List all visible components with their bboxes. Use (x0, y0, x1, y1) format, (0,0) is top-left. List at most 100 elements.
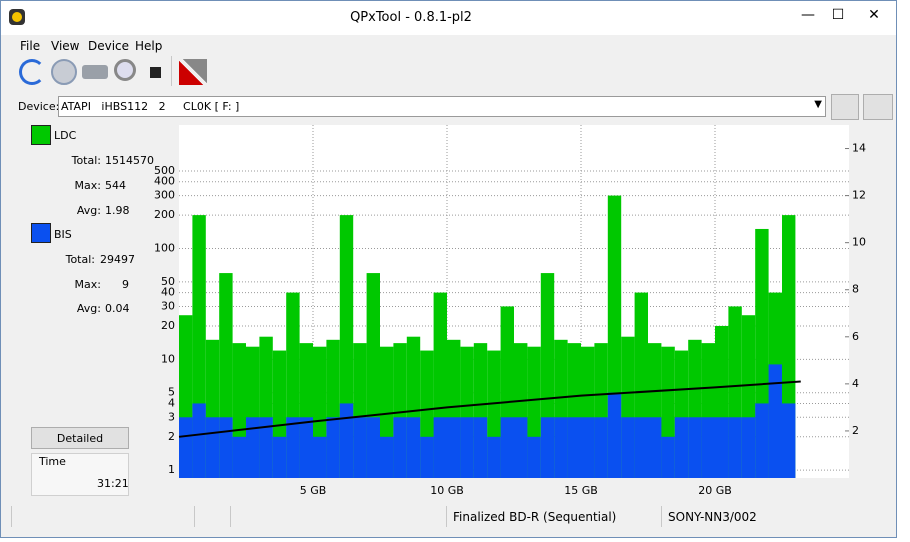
drive-icon[interactable] (82, 65, 108, 79)
y-tick-label: 200 (154, 208, 175, 221)
bar (661, 436, 675, 478)
bar (246, 417, 260, 478)
bar (715, 417, 729, 478)
bar (339, 403, 354, 478)
device-select[interactable]: ATAPI iHBS112 2 CL0K [ F: ] ▼ (58, 96, 826, 117)
minimize-button[interactable]: — (801, 7, 815, 23)
y2-tick-label: 4 (852, 377, 859, 390)
bar (179, 417, 193, 478)
y-tick-label: 40 (161, 286, 175, 299)
y-tick-label: 400 (154, 175, 175, 188)
bar (621, 417, 635, 478)
device-label: Device: (18, 100, 60, 113)
bar (272, 436, 287, 478)
time-label: Time (39, 455, 66, 468)
background-window (897, 0, 910, 542)
y-tick-label: 30 (161, 299, 175, 312)
status-bar: Finalized BD-R (Sequential) SONY-NN3/002 (11, 506, 896, 527)
bar (594, 417, 608, 478)
x-tick-label: 20 GB (698, 484, 732, 497)
bar (487, 436, 501, 478)
maximize-button[interactable]: ☐ (831, 7, 845, 23)
lock-button[interactable] (863, 94, 893, 120)
bar (473, 417, 488, 478)
stat-label: Avg: (76, 302, 101, 315)
refresh-icon[interactable] (19, 59, 45, 85)
bar (299, 417, 313, 478)
bar (447, 417, 461, 478)
menu-item[interactable]: Help (135, 39, 163, 53)
bar (286, 417, 300, 478)
y-tick-label: 4 (168, 396, 175, 409)
y2-tick-label: 2 (852, 424, 859, 437)
y-tick-label: 300 (154, 189, 175, 202)
stat-label: Avg: (76, 204, 101, 217)
bar (634, 417, 648, 478)
stat-label: Max: (74, 278, 101, 291)
legend-label: LDC (54, 129, 77, 142)
bar (259, 417, 273, 478)
bar (648, 417, 662, 478)
bar (607, 392, 622, 478)
bar (460, 417, 474, 478)
bar (567, 417, 581, 478)
status-cell (194, 506, 230, 527)
legend-label: BIS (54, 228, 72, 241)
stat-value: 544 (105, 179, 126, 192)
menu-item[interactable]: View (51, 39, 80, 53)
bar (500, 417, 514, 478)
y-tick-label: 1 (168, 463, 175, 476)
bar (232, 436, 246, 478)
bar (527, 436, 541, 478)
bar (688, 417, 702, 478)
stat-value: 1.98 (105, 204, 130, 217)
y-tick-label: 50 (161, 275, 175, 288)
stat-label: Total: (65, 253, 95, 266)
detailed-button[interactable]: Detailed (31, 427, 129, 449)
menu-item[interactable]: File (20, 39, 41, 53)
bar (205, 417, 220, 478)
y2-tick-label: 6 (852, 330, 859, 343)
y2-tick-label: 12 (852, 189, 866, 202)
bar (540, 417, 555, 478)
bar (219, 417, 233, 478)
bar (380, 436, 394, 478)
y-tick-label: 5 (168, 386, 175, 399)
bar (433, 417, 447, 478)
bar (353, 417, 367, 478)
status-cell (230, 506, 446, 527)
y-tick-label: 500 (154, 164, 175, 177)
bar (406, 417, 421, 478)
y2-tick-label: 14 (852, 142, 866, 155)
ldc-swatch (31, 125, 51, 145)
bar (313, 436, 327, 478)
y2-tick-label: 8 (852, 283, 859, 296)
y-tick-label: 100 (154, 241, 175, 254)
bar (420, 436, 434, 478)
time-box: Time 31:21 (31, 453, 129, 496)
y2-tick-label: 10 (852, 236, 866, 249)
bar (701, 417, 715, 478)
bar (728, 417, 742, 478)
bis-swatch (31, 223, 51, 243)
disc-icon[interactable] (51, 59, 77, 85)
y-tick-label: 3 (168, 410, 175, 423)
x-tick-label: 10 GB (430, 484, 464, 497)
y-tick-label: 20 (161, 319, 175, 332)
stop-icon[interactable] (150, 67, 161, 78)
close-button[interactable]: ✕ (868, 7, 880, 23)
settings-icon[interactable] (179, 59, 207, 85)
bar (554, 417, 568, 478)
bar (674, 417, 689, 478)
x-tick-label: 5 GB (300, 484, 327, 497)
app-icon (9, 9, 25, 25)
scan-icon[interactable] (114, 59, 136, 81)
time-value: 31:21 (97, 477, 129, 490)
stat-value: 9 (122, 278, 129, 291)
menu-item[interactable]: Device (88, 39, 130, 53)
y-tick-label: 10 (161, 352, 175, 365)
bar (782, 403, 796, 478)
separator (171, 56, 172, 86)
eject-button[interactable] (831, 94, 859, 120)
bar (768, 364, 782, 478)
